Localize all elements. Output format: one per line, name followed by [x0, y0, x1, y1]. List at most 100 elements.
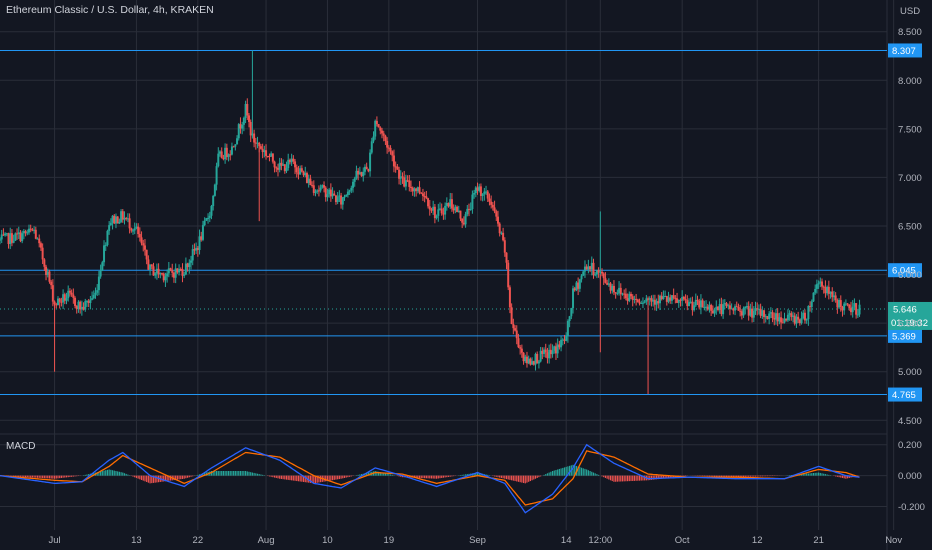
candle-body	[577, 282, 580, 289]
candle-body	[749, 308, 752, 316]
candle-body	[280, 162, 283, 166]
candle-body	[406, 180, 409, 182]
candle-body	[713, 309, 716, 314]
candle-body	[735, 306, 738, 308]
y-tick-label: 8.500	[898, 27, 922, 38]
candle-body	[321, 185, 324, 188]
candle-body	[819, 281, 822, 284]
candle-body	[314, 191, 317, 193]
candle-body	[103, 245, 106, 263]
candle-body	[829, 291, 832, 294]
candle-body	[676, 298, 679, 303]
candle-body	[856, 314, 859, 316]
candle-body	[514, 328, 517, 331]
candle-body	[761, 310, 764, 316]
level-price-label: 6.045	[892, 266, 916, 277]
candle-body	[851, 306, 854, 313]
candle-body	[217, 153, 220, 167]
candle-body	[48, 271, 51, 282]
candle-body	[783, 318, 786, 323]
candle-body	[853, 303, 856, 307]
current-price-label: 5.646	[893, 304, 917, 315]
candle-body	[420, 192, 423, 194]
candle-body	[532, 361, 535, 365]
candle-body	[126, 218, 129, 220]
candle-body	[601, 271, 604, 274]
candle-body	[850, 308, 853, 313]
candle-body	[307, 178, 310, 183]
candle-body	[834, 295, 837, 301]
macd-title: MACD	[6, 441, 36, 452]
candle-body	[365, 166, 368, 170]
candle-body	[345, 194, 348, 197]
candle-body	[633, 298, 636, 300]
x-tick-label: Aug	[258, 535, 275, 546]
candle-body	[759, 308, 762, 316]
horizontal-levels[interactable]: 8.307 6.045 5.369 4.765 5.646 01:19:32	[0, 43, 932, 402]
candle-body	[757, 308, 760, 310]
candle-body	[150, 264, 153, 267]
candle-body	[326, 194, 329, 198]
candle-body	[162, 273, 165, 281]
candle-body	[343, 196, 346, 198]
candle-body	[341, 197, 344, 205]
candle-body	[176, 268, 179, 273]
candle-body	[55, 304, 58, 306]
candle-body	[411, 187, 414, 192]
candle-body	[718, 304, 721, 311]
candle-body	[121, 211, 124, 220]
candle-body	[334, 195, 337, 203]
candle-body	[181, 269, 184, 276]
candle-body	[822, 286, 825, 288]
x-tick-label: 14	[561, 535, 572, 546]
y-tick-label: 5.500	[898, 319, 922, 330]
candle-body	[22, 231, 25, 234]
candle-body	[476, 187, 479, 191]
candle-body	[183, 274, 186, 276]
candle-body	[374, 120, 377, 137]
candle-body	[701, 300, 704, 308]
candle-body	[524, 356, 527, 362]
candle-body	[660, 295, 663, 300]
candle-body	[104, 245, 107, 247]
candle-body	[503, 240, 506, 253]
level-price-tag	[888, 387, 922, 402]
candle-body	[118, 221, 121, 224]
candle-body	[41, 247, 44, 260]
candle-body	[212, 195, 215, 207]
candle-body	[498, 223, 501, 234]
candle-body	[461, 218, 464, 223]
candle-body	[430, 209, 433, 211]
candle-body	[846, 303, 849, 305]
candle-body	[607, 283, 610, 285]
candle-body	[316, 190, 319, 192]
candle-body	[408, 180, 411, 187]
candle-body	[210, 206, 213, 216]
candle-body	[237, 124, 240, 139]
candle-body	[5, 233, 8, 235]
candle-body	[541, 350, 544, 354]
candle-body	[79, 301, 82, 310]
candle-body	[208, 215, 211, 218]
candle-body	[278, 162, 281, 170]
candle-body	[624, 293, 627, 299]
candle-body	[500, 232, 503, 234]
candle-body	[0, 239, 1, 241]
candle-body	[522, 352, 525, 362]
candles	[0, 50, 861, 395]
candle-body	[67, 290, 70, 299]
candle-body	[225, 147, 228, 158]
x-tick-label: 10	[322, 535, 333, 546]
candle-body	[469, 209, 472, 211]
candle-body	[807, 306, 810, 320]
candle-body	[628, 293, 631, 301]
candle-body	[705, 306, 708, 308]
candle-body	[536, 353, 539, 364]
candle-body	[138, 234, 141, 238]
level-price-label: 5.369	[892, 331, 916, 342]
candle-body	[578, 279, 581, 289]
candle-body	[375, 120, 378, 125]
candle-body	[311, 185, 314, 187]
candle-body	[539, 350, 542, 362]
